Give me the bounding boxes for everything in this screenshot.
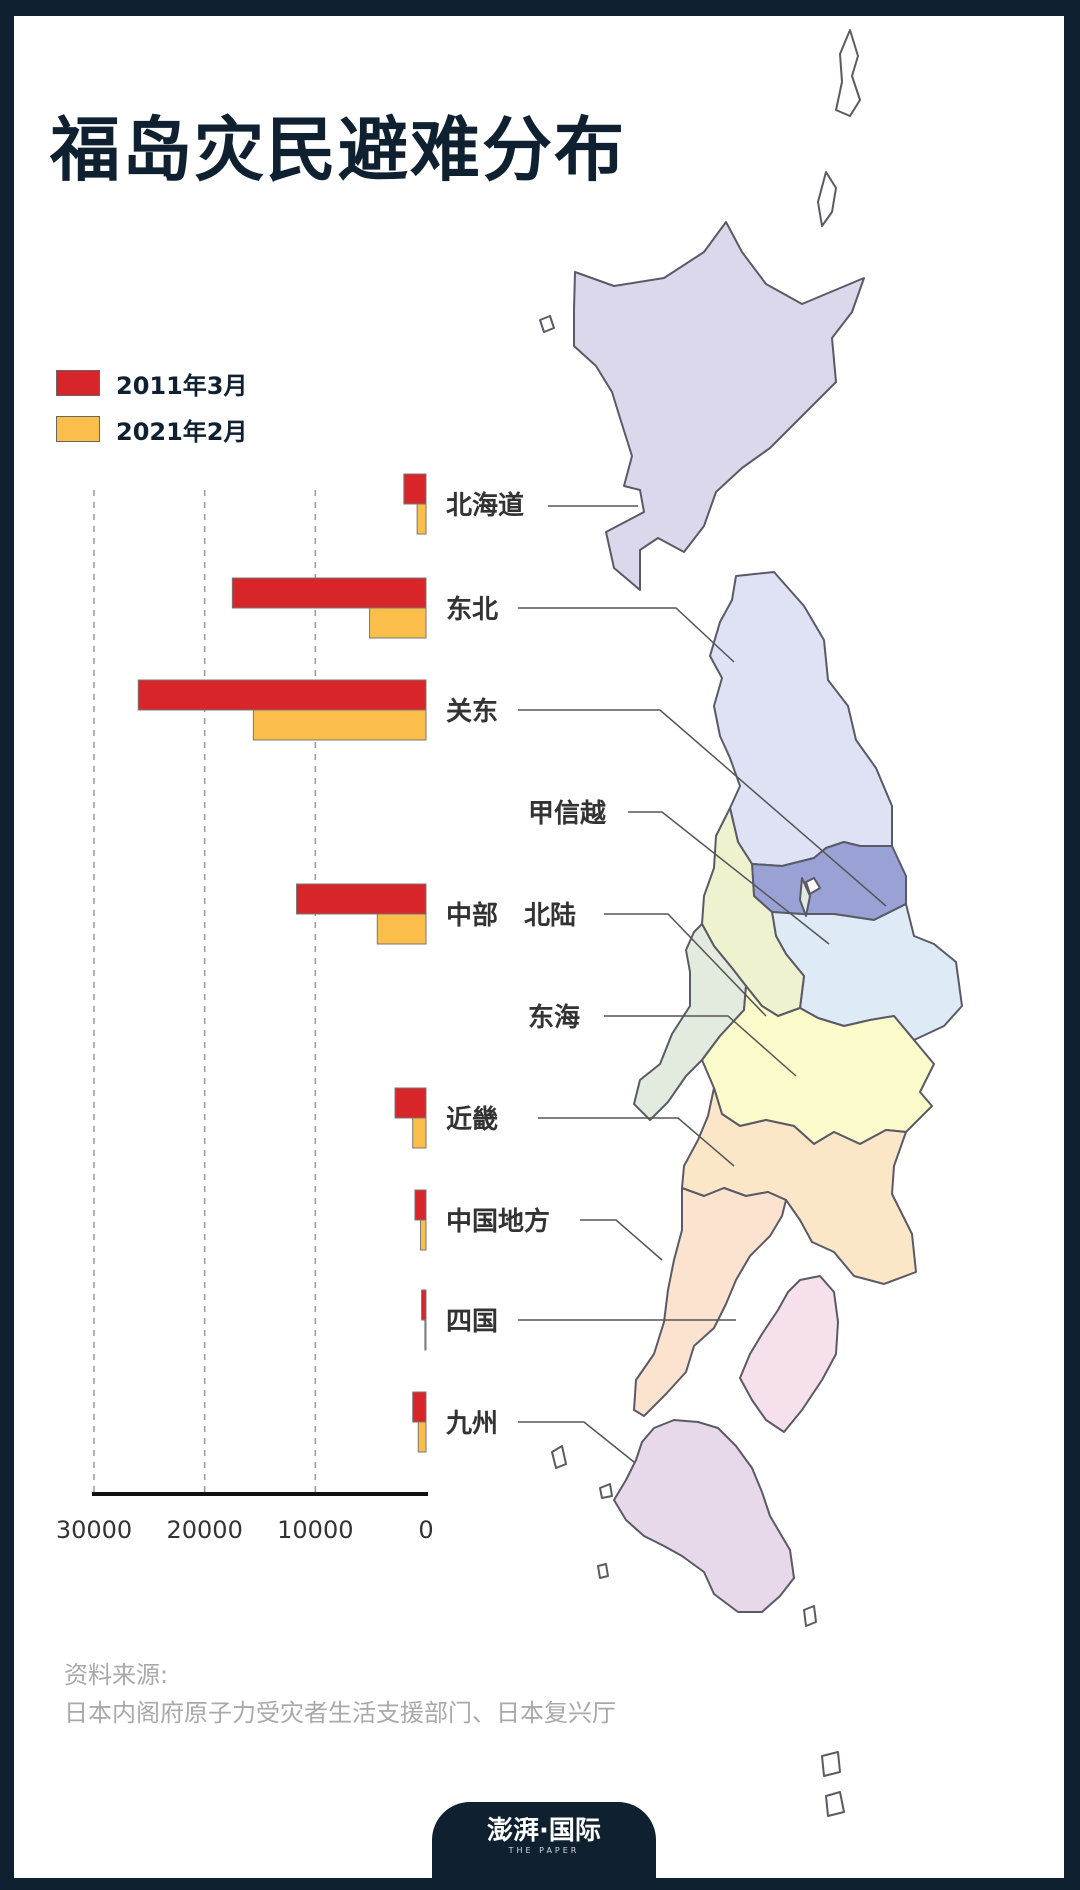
map-region-hokkaido <box>573 221 865 591</box>
map-region-kyushu <box>613 1419 795 1613</box>
legend-swatch-2011 <box>56 370 100 396</box>
bar-2011 <box>231 577 427 609</box>
bar-2011 <box>394 1087 427 1119</box>
bar-2021 <box>424 1319 427 1351</box>
tick-label: 10000 <box>277 1516 353 1544</box>
legend-swatch-2021 <box>56 416 100 442</box>
page-title: 福岛灾民避难分布 <box>50 109 626 191</box>
category-label: 东北 <box>446 594 498 625</box>
map-region-chugoku <box>633 1187 787 1417</box>
chart-tick-labels: 30000 20000 10000 0 <box>56 1516 434 1544</box>
legend-item-2021: 2021年2月 <box>56 412 248 446</box>
map-islet-west <box>539 315 555 333</box>
category-label: 四国 <box>446 1307 498 1337</box>
leader-line <box>518 607 735 663</box>
source-text: 日本内阁府原子力受灾者生活支援部门、日本复兴厅 <box>64 1699 616 1727</box>
category-label: 甲信越 <box>528 799 607 829</box>
category-label: 关东 <box>446 696 498 727</box>
bar-2021 <box>412 1117 427 1149</box>
bar-2021 <box>369 607 427 639</box>
leader-line <box>580 1219 663 1261</box>
bar-2021 <box>419 1219 427 1251</box>
category-label: 中国地方 <box>446 1206 550 1237</box>
source-note: 资料来源: 日本内阁府原子力受灾者生活支援部门、日本复兴厅 <box>64 1656 616 1732</box>
leader-line <box>518 709 887 907</box>
map-islet-2 <box>799 877 811 917</box>
leader-line <box>518 1421 635 1463</box>
map-islet-4 <box>599 1483 613 1499</box>
bar-2021 <box>416 503 427 535</box>
bar-2011 <box>296 883 427 915</box>
map-region-shikoku <box>739 1275 839 1433</box>
tick-label: 0 <box>418 1516 433 1544</box>
legend: 2011年3月 2021年2月 <box>56 366 248 458</box>
logo-subtext: THE PAPER <box>508 1846 580 1855</box>
category-label: 近畿 <box>446 1105 498 1135</box>
map-islet-5 <box>597 1563 609 1579</box>
leader-line <box>628 811 830 945</box>
map-islet-1 <box>805 877 821 895</box>
map-islet-3 <box>551 1445 567 1469</box>
leader-line <box>604 1015 797 1077</box>
legend-label-2011: 2011年3月 <box>116 371 248 400</box>
bar-2011 <box>137 679 427 711</box>
category-label: 中部 北陆 <box>446 900 576 931</box>
map-islet-6 <box>803 1605 817 1627</box>
source-label: 资料来源: <box>64 1661 169 1689</box>
legend-label-2021: 2021年2月 <box>116 417 248 446</box>
map-region-tohoku <box>709 571 893 867</box>
category-label: 九州 <box>445 1409 498 1439</box>
bar-2011 <box>414 1189 427 1221</box>
bar-2021 <box>417 1421 427 1453</box>
map-islet-7 <box>821 1751 841 1777</box>
japan-map <box>539 29 963 1817</box>
bar-2011 <box>403 473 427 505</box>
legend-item-2011: 2011年3月 <box>56 366 248 400</box>
tick-label: 30000 <box>56 1516 132 1544</box>
bar-2011 <box>412 1391 427 1423</box>
category-label: 东海 <box>528 1002 580 1033</box>
tick-label: 20000 <box>166 1516 242 1544</box>
bar-2021 <box>252 709 427 741</box>
chart-bars <box>137 473 427 1453</box>
leader-line <box>604 913 767 1017</box>
map-islet-8 <box>825 1791 845 1817</box>
publisher-logo: 澎湃·国际 THE PAPER <box>432 1802 656 1878</box>
bar-2011 <box>421 1289 427 1321</box>
bar-2021 <box>376 913 427 945</box>
map-islet-north <box>835 29 861 117</box>
chart-leader-lines <box>518 505 887 1463</box>
chart-grid <box>92 490 428 1496</box>
leader-line <box>538 1117 735 1167</box>
map-islet-north-2 <box>817 171 837 227</box>
logo-text: 澎湃·国际 <box>487 1816 601 1846</box>
category-label: 北海道 <box>446 490 524 521</box>
infographic-frame: 福岛灾民避难分布 2011年3月 2021年2月 <box>14 16 1064 1878</box>
